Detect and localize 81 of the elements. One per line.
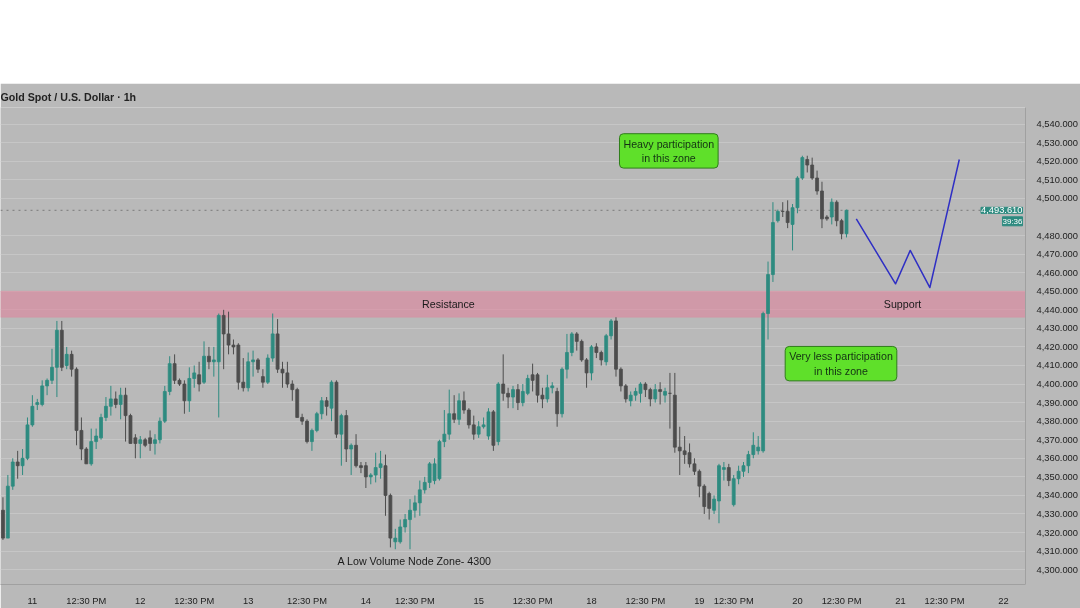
candlestick <box>197 361 201 392</box>
x-tick-label: 12:30 PM <box>512 595 553 606</box>
candlestick <box>555 387 560 428</box>
x-tick-label: 19 <box>694 595 705 606</box>
y-tick-label: 4,300.000 <box>1036 564 1078 575</box>
candlestick <box>15 450 20 480</box>
x-tick-label: 12:30 PM <box>66 595 107 606</box>
candlestick <box>658 381 662 405</box>
candlestick <box>118 387 123 420</box>
y-tick-label: 4,310.000 <box>1036 546 1078 557</box>
y-tick-label: 4,480.000 <box>1036 230 1078 241</box>
y-tick-label: 4,520.000 <box>1036 156 1078 167</box>
candlestick <box>516 383 520 411</box>
x-tick-label: 12 <box>135 595 146 606</box>
y-tick-label: 4,380.000 <box>1036 416 1078 427</box>
candlestick <box>349 442 354 476</box>
y-tick-label: 4,470.000 <box>1036 249 1078 260</box>
x-tick-label: 15 <box>473 595 484 606</box>
candlestick <box>545 374 550 404</box>
annotation: 39:36 <box>1002 216 1024 226</box>
x-tick-label: 20 <box>792 595 803 606</box>
x-tick-label: 13 <box>242 595 254 606</box>
candlestick <box>653 383 658 404</box>
candlestick <box>378 450 383 480</box>
candlestick <box>324 396 329 417</box>
y-tick-label: 4,350.000 <box>1036 471 1078 482</box>
candlestick <box>501 353 506 402</box>
chart-title: Gold Spot / U.S. Dollar · 1h <box>0 90 137 103</box>
x-tick-label: 12:30 PM <box>394 595 435 606</box>
y-tick-label: 4,430.000 <box>1036 323 1078 334</box>
y-tick-label: 4,390.000 <box>1036 397 1078 408</box>
x-tick-label: 21 <box>895 595 906 606</box>
y-tick-label: 4,540.000 <box>1036 119 1078 130</box>
candlestick <box>64 346 69 370</box>
candlestick <box>829 197 834 225</box>
x-tick-label: 11 <box>27 595 38 606</box>
annotation: Heavy participation in this zone <box>623 137 715 165</box>
annotation: A Low Volume Node Zone- 4300 <box>337 554 492 567</box>
line-series <box>855 158 961 289</box>
y-tick-label: 4,460.000 <box>1036 267 1078 278</box>
x-tick-label: 12:30 PM <box>713 595 754 606</box>
y-tick-label: 4,440.000 <box>1036 304 1078 315</box>
candlestick <box>339 413 344 467</box>
candlestick <box>108 385 113 417</box>
x-tick-label: 12:30 PM <box>625 595 666 606</box>
y-tick-label: 4,340.000 <box>1036 490 1078 501</box>
candlestick <box>844 209 849 238</box>
candlestick <box>261 368 265 389</box>
x-tick-label: 18 <box>586 595 597 606</box>
y-tick-label: 4,320.000 <box>1036 527 1078 538</box>
candlestick <box>393 528 398 550</box>
y-tick-label: 4,360.000 <box>1036 453 1078 464</box>
candlestick <box>726 463 731 487</box>
x-tick-label: 12:30 PM <box>174 595 215 606</box>
candlestick <box>457 392 461 426</box>
candlestick <box>511 385 515 409</box>
candlestick <box>138 435 143 459</box>
x-tick-label: 12:30 PM <box>287 595 327 606</box>
x-tick-label: 22 <box>998 595 1009 606</box>
x-tick-label: 14 <box>360 595 372 606</box>
y-tick-label: 4,530.000 <box>1036 137 1078 148</box>
candlestick <box>452 394 457 424</box>
candlestick <box>785 199 790 229</box>
x-tick-label: 12:30 PM <box>924 595 965 606</box>
y-tick-label: 4,330.000 <box>1036 508 1078 519</box>
ref-line-label: 4,493.610 <box>981 205 1023 216</box>
band-label: Resistance <box>422 298 475 311</box>
annotation: Support <box>883 298 922 311</box>
y-tick-label: 4,400.000 <box>1036 379 1078 390</box>
x-tick-label: 12:30 PM <box>821 595 862 606</box>
candlestick <box>207 346 211 370</box>
y-tick-label: 4,510.000 <box>1036 174 1078 185</box>
annotation: Very less participation in this zone <box>789 350 893 377</box>
candlestick <box>663 387 667 404</box>
candlestick <box>89 428 94 467</box>
y-tick-label: 4,420.000 <box>1036 341 1078 352</box>
y-tick-label: 4,500.000 <box>1036 193 1078 204</box>
y-tick-label: 4,370.000 <box>1036 434 1078 445</box>
y-tick-label: 4,450.000 <box>1036 286 1078 297</box>
y-tick-label: 4,410.000 <box>1036 360 1078 371</box>
candlestick <box>187 366 192 413</box>
